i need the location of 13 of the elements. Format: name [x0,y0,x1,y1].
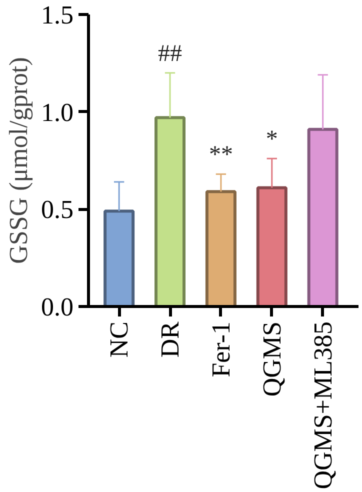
x-tick-label: NC [104,321,134,358]
annotation: ** [208,142,233,168]
y-tick-label: 0.5 [41,195,74,224]
annotation: ## [158,40,182,67]
y-tick-label: 1.0 [41,98,74,127]
y-axis-title: GSSG (μmol/gprot) [4,57,33,264]
y-tick-label: 1.5 [41,0,74,30]
x-tick-label: QGMS [257,321,286,397]
annotation: * [266,126,278,153]
y-tick-label: 0.0 [41,292,74,322]
x-tick-label: DR [156,320,185,358]
x-tick-label: Fer-1 [206,322,236,378]
x-tick-label: QGMS+ML385 [308,321,338,490]
